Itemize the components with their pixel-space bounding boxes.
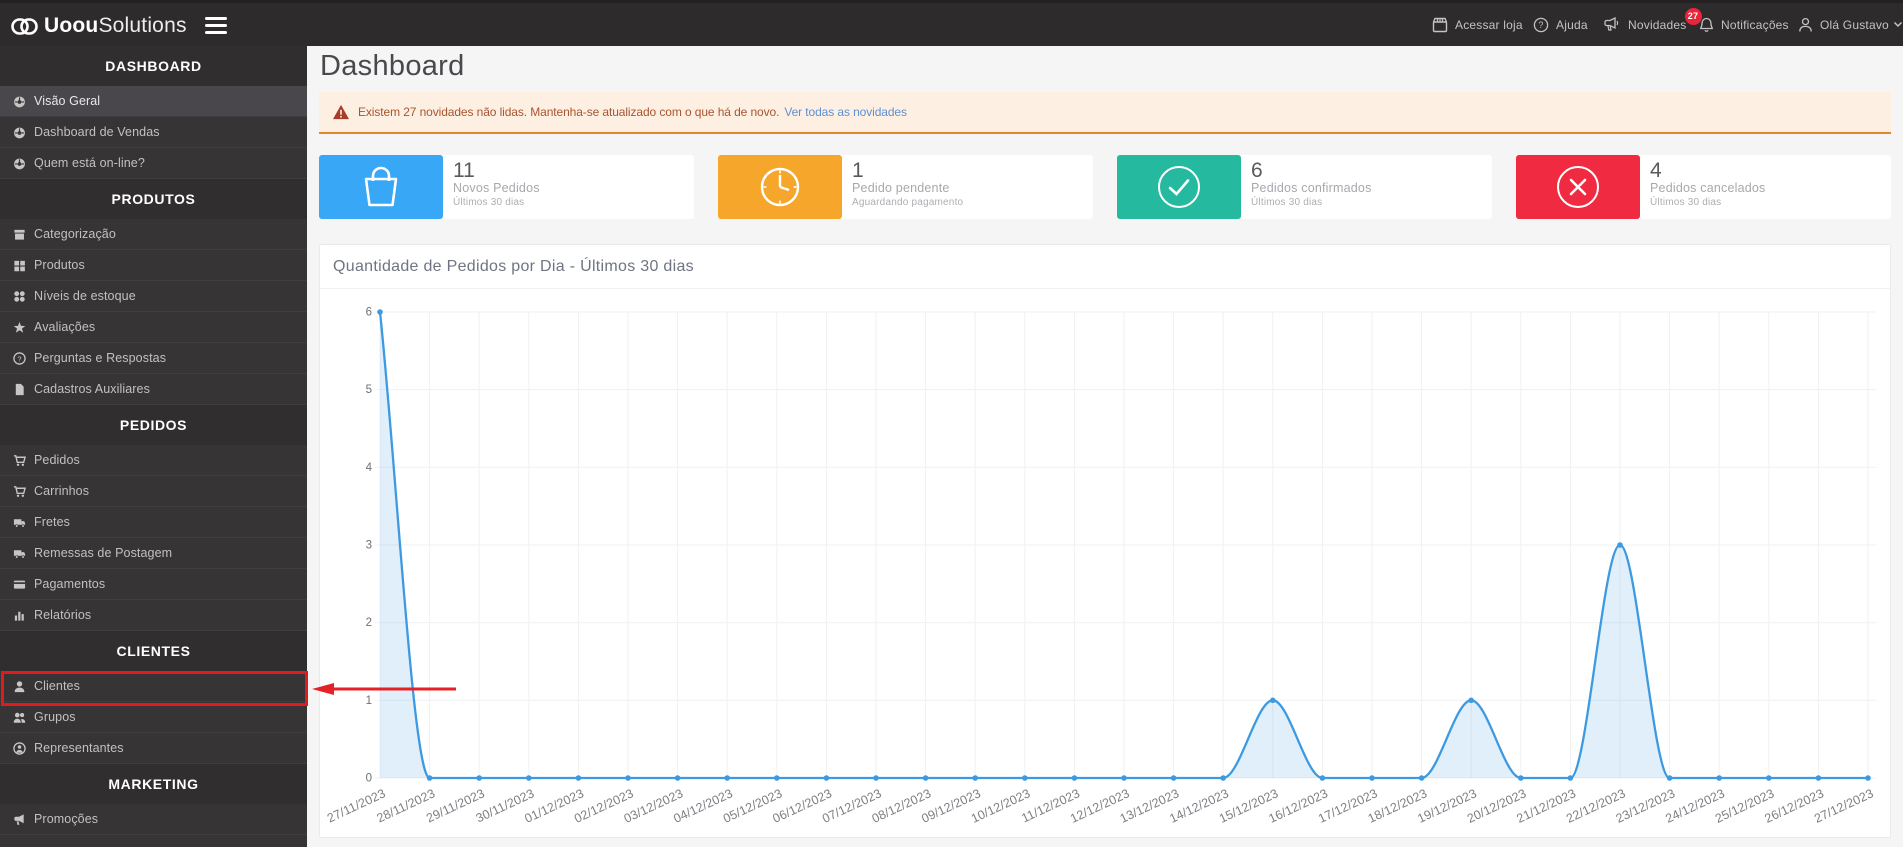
svg-text:4: 4 [366, 462, 373, 474]
svg-text:6: 6 [366, 307, 372, 319]
svg-text:?: ? [17, 354, 21, 363]
svg-text:?: ? [1538, 20, 1543, 30]
svg-text:5: 5 [366, 384, 372, 396]
svg-text:1: 1 [366, 695, 372, 707]
svg-text:3: 3 [366, 540, 372, 552]
svg-text:0: 0 [366, 773, 372, 785]
svg-text:2: 2 [366, 617, 372, 629]
